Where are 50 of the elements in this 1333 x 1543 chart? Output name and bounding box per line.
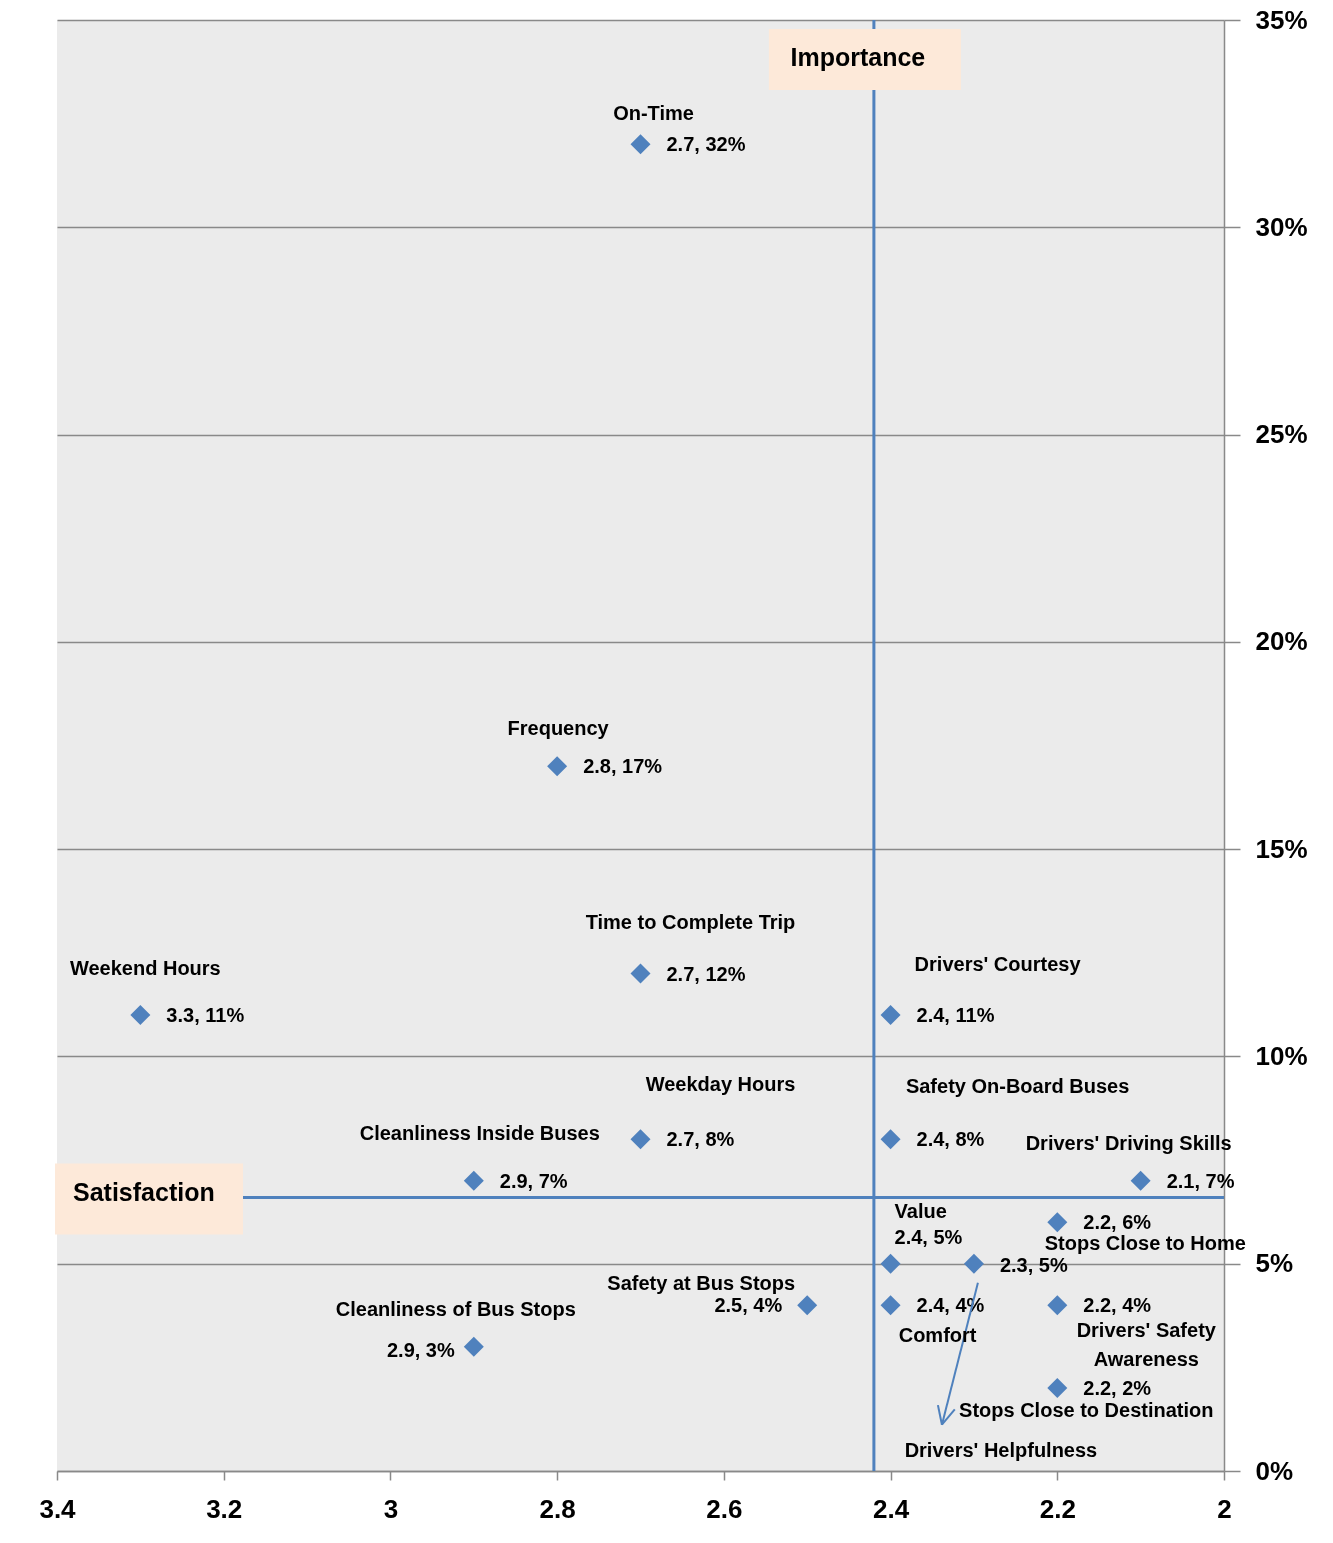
annotation: Safety On-Board Buses [905, 1075, 1130, 1098]
annotation: Drivers' Safety Awareness [1076, 1319, 1217, 1371]
annotation: Drivers' Helpfulness [904, 1438, 1098, 1461]
y-tick-label: 20% [1255, 626, 1308, 657]
data-label: 2.2, 6% [1083, 1211, 1152, 1234]
data-label: 2.9, 7% [499, 1169, 568, 1192]
annotation: Stops Close to Destination [959, 1399, 1214, 1422]
annotation: On-Time [613, 102, 694, 125]
y-tick-label: 5% [1255, 1248, 1294, 1279]
data-label: 2.1, 7% [1166, 1169, 1235, 1192]
data-label: 2.9, 3% [386, 1338, 455, 1361]
data-label: 2.4, 5% [894, 1225, 963, 1248]
y-tick-label: 35% [1255, 4, 1308, 35]
x-tick-label: 2.8 [539, 1493, 576, 1524]
data-label: 2.4, 11% [916, 1003, 995, 1026]
data-label: 2.7, 32% [666, 133, 746, 156]
ref-line-label: Satisfaction [73, 1178, 215, 1207]
data-label: 2.3, 5% [999, 1253, 1068, 1276]
x-tick-label: 2.6 [706, 1493, 743, 1524]
x-tick-label: 3.4 [39, 1493, 77, 1524]
annotation: Time to Complete Trip [585, 910, 796, 933]
annotation: Drivers' Driving Skills [1025, 1131, 1232, 1154]
data-label: 2.2, 2% [1083, 1377, 1152, 1400]
annotation: Weekday Hours [645, 1073, 796, 1096]
y-tick-label: 15% [1255, 833, 1308, 864]
x-tick-label: 2 [1217, 1493, 1232, 1524]
x-tick-label: 3.2 [206, 1493, 243, 1524]
y-tick-label: 30% [1255, 211, 1308, 242]
x-tick-label: 3 [383, 1493, 399, 1524]
data-label: 2.7, 12% [666, 962, 746, 985]
y-tick-label: 0% [1255, 1455, 1294, 1486]
data-label: 2.5, 4% [714, 1294, 783, 1317]
y-tick-label: 25% [1255, 419, 1308, 450]
x-tick-label: 2.4 [872, 1493, 910, 1524]
annotation: Value [894, 1199, 947, 1222]
annotation: Weekend Hours [69, 956, 221, 979]
annotation: Frequency [507, 717, 610, 740]
annotation: Safety at Bus Stops [607, 1272, 796, 1295]
data-label: 3.3, 11% [166, 1003, 245, 1026]
annotation: Drivers' Courtesy [914, 952, 1082, 975]
annotation: Stops Close to Home [1044, 1232, 1246, 1255]
ref-line-label: Importance [790, 43, 926, 71]
annotation: Cleanliness of Bus Stops [335, 1297, 576, 1320]
y-tick-label: 10% [1255, 1040, 1308, 1071]
data-label: 2.2, 4% [1083, 1294, 1152, 1317]
data-label: 2.4, 8% [916, 1128, 985, 1151]
annotation: Cleanliness Inside Buses [359, 1121, 600, 1144]
data-label: 2.7, 8% [666, 1128, 735, 1151]
data-label: 2.8, 17% [583, 755, 663, 778]
x-tick-label: 2.2 [1039, 1493, 1076, 1524]
